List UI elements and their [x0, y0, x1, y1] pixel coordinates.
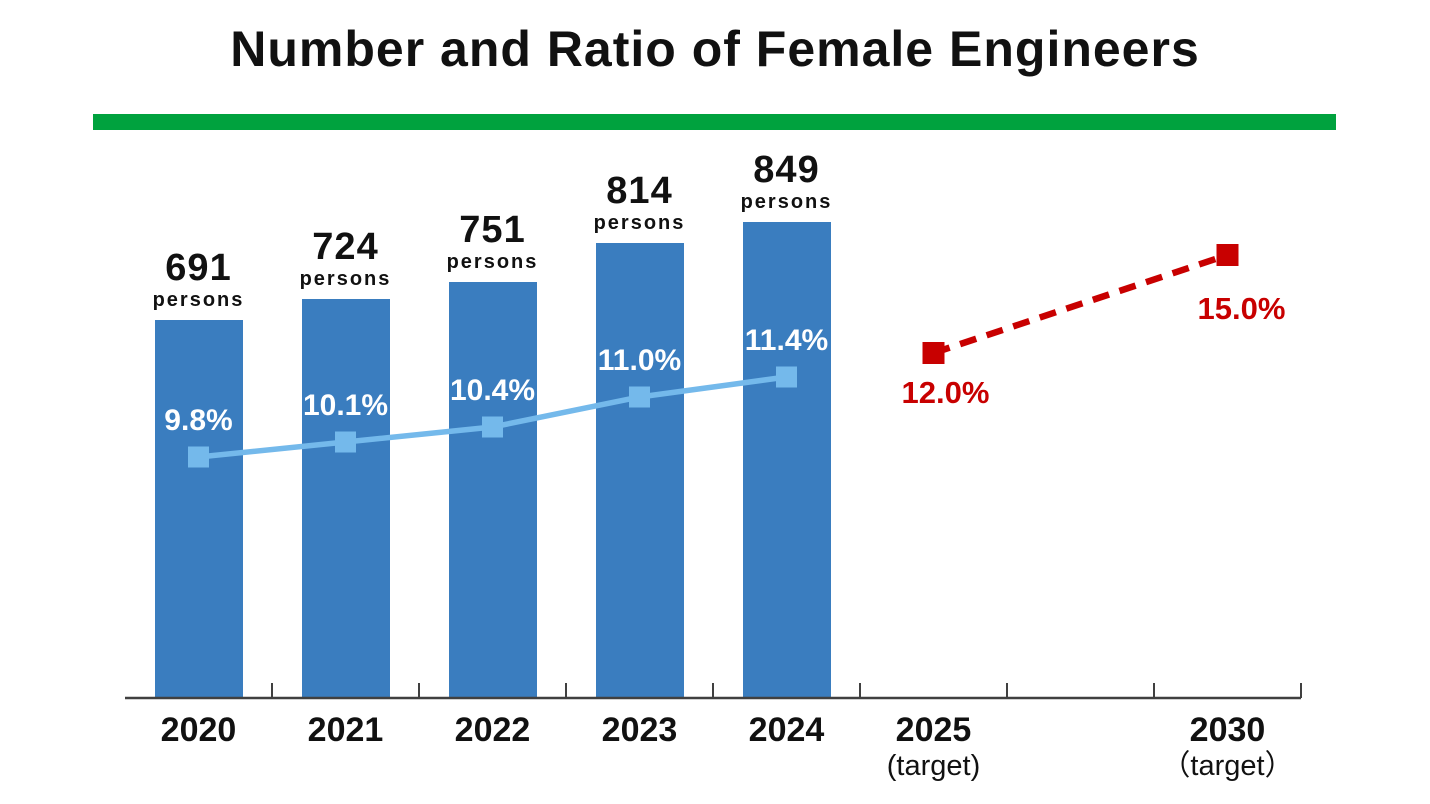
title-underline — [93, 114, 1336, 130]
target-marker — [922, 342, 945, 364]
target-line — [932, 251, 1229, 357]
ratio-marker — [776, 366, 797, 388]
ratio-marker — [482, 416, 503, 438]
page-title: Number and Ratio of Female Engineers — [230, 21, 1200, 77]
ratio-marker — [188, 446, 209, 468]
target-marker — [1216, 244, 1239, 266]
ratio-marker — [629, 386, 650, 408]
ratio-marker — [335, 431, 356, 453]
